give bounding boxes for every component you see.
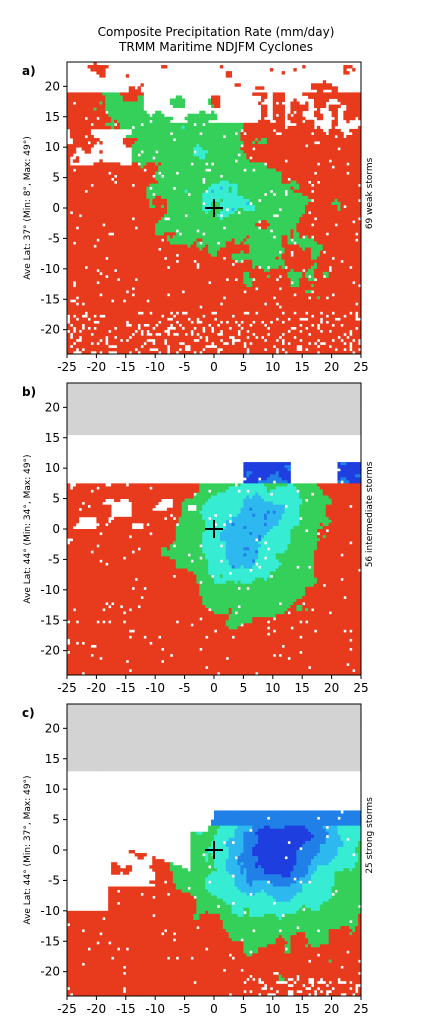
x-tick-label: 15 — [295, 360, 310, 374]
x-tick-label: -5 — [179, 1002, 191, 1016]
x-tick-label: 10 — [265, 681, 280, 695]
y-tick-label: 0 — [52, 522, 60, 536]
panel-1: -25 -20 -15 -10 -5 0 5 10 15 20 25 20 15 10 5 0 -5 -10 -15… — [22, 62, 375, 374]
y-tick-label: 15 — [45, 110, 60, 124]
x-tick-label: -15 — [116, 1002, 136, 1016]
y-tick-label: -15 — [40, 292, 60, 306]
x-tick-label: 25 — [353, 681, 368, 695]
y-tick-label: 20 — [45, 79, 60, 93]
x-tick-label: -15 — [116, 360, 136, 374]
x-tick-label: 20 — [324, 681, 339, 695]
y-tick-label: -20 — [40, 644, 60, 658]
x-tick-label: 0 — [210, 681, 218, 695]
panel-label: c) — [22, 706, 35, 720]
x-tick-label: -5 — [179, 360, 191, 374]
y-tick-label: 5 — [52, 813, 60, 827]
x-tick-label: -10 — [145, 1002, 165, 1016]
storm-count-label: 25 strong storms — [365, 797, 375, 874]
x-tick-label: 10 — [265, 360, 280, 374]
y-tick-label: -5 — [48, 231, 60, 245]
x-tick-label: -20 — [87, 1002, 107, 1016]
x-tick-label: -20 — [87, 681, 107, 695]
panel-label: a) — [22, 64, 36, 78]
y-tick-label: 10 — [45, 140, 60, 154]
x-tick-label: 0 — [210, 360, 218, 374]
x-tick-label: -5 — [179, 681, 191, 695]
storm-count-label: 56 intermediate storms — [365, 461, 375, 567]
x-tick-label: -25 — [57, 681, 77, 695]
x-tick-label: -25 — [57, 1002, 77, 1016]
x-tick-label: 15 — [295, 681, 310, 695]
y-tick-label: 0 — [52, 843, 60, 857]
y-tick-label: 5 — [52, 171, 60, 185]
panels-group: -25 -20 -15 -10 -5 0 5 10 15 20 25 20 15 10 5 0 -5 -10 -15… — [22, 62, 375, 1016]
x-tick-label: 20 — [324, 360, 339, 374]
y-tick-label: 20 — [45, 721, 60, 735]
figure-title-line1: Composite Precipitation Rate (mm/day) — [98, 25, 335, 39]
x-tick-label: -15 — [116, 681, 136, 695]
y-tick-label: 5 — [52, 492, 60, 506]
y-tick-label: -5 — [48, 552, 60, 566]
x-tick-label: 0 — [210, 1002, 218, 1016]
x-tick-label: 25 — [353, 1002, 368, 1016]
y-tick-label: 15 — [45, 431, 60, 445]
y-tick-label: -10 — [40, 904, 60, 918]
panel-2: -25 -20 -15 -10 -5 0 5 10 15 20 25 20 15 10 5 0 -5 -10 -15… — [22, 383, 375, 695]
x-tick-label: -25 — [57, 360, 77, 374]
panel-3: -25 -20 -15 -10 -5 0 5 10 15 20 25 20 15 10 5 0 -5 -10 -15… — [22, 704, 375, 1016]
y-tick-label: 10 — [45, 782, 60, 796]
panel-label: b) — [22, 385, 36, 399]
x-tick-label: 20 — [324, 1002, 339, 1016]
y-tick-label: -5 — [48, 873, 60, 887]
x-tick-label: 5 — [240, 681, 248, 695]
y-tick-label: 10 — [45, 461, 60, 475]
y-tick-label: -15 — [40, 934, 60, 948]
x-tick-label: 25 — [353, 360, 368, 374]
y-axis-label: Ave Lat: 44° (Min: 37°, Max: 49°) — [23, 775, 33, 924]
y-tick-label: -20 — [40, 323, 60, 337]
x-tick-label: 5 — [240, 360, 248, 374]
x-tick-label: -10 — [145, 360, 165, 374]
y-tick-label: -10 — [40, 262, 60, 276]
y-axis-label: Ave Lat: 37° (Min: 8°, Max: 49°) — [23, 136, 33, 279]
storm-count-label: 69 weak storms — [365, 157, 375, 229]
x-tick-label: 10 — [265, 1002, 280, 1016]
y-tick-label: 20 — [45, 400, 60, 414]
x-tick-label: 15 — [295, 1002, 310, 1016]
x-tick-label: -20 — [87, 360, 107, 374]
y-tick-label: 15 — [45, 752, 60, 766]
y-tick-label: 0 — [52, 201, 60, 215]
x-tick-label: 5 — [240, 1002, 248, 1016]
figure-title-line2: TRMM Maritime NDJFM Cyclones — [118, 40, 313, 54]
y-tick-label: -20 — [40, 965, 60, 979]
y-tick-label: -10 — [40, 583, 60, 597]
y-tick-label: -15 — [40, 613, 60, 627]
y-axis-label: Ave Lat: 44° (Min: 34°, Max: 49°) — [23, 454, 33, 603]
x-tick-label: -10 — [145, 681, 165, 695]
